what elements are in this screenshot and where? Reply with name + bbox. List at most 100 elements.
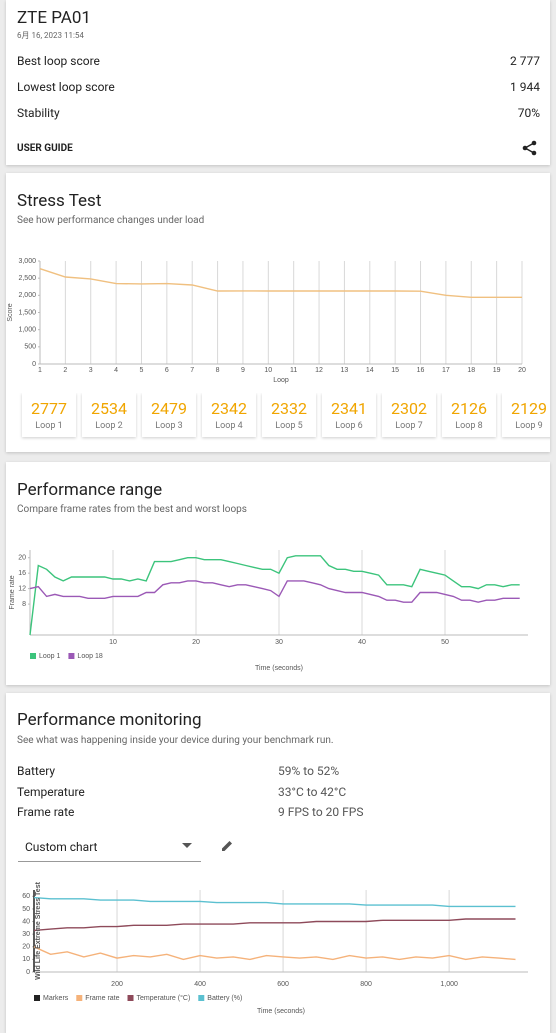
user-guide-link[interactable]: USER GUIDE: [17, 143, 73, 154]
series-line: [33, 946, 516, 961]
legend-swatch: [198, 995, 205, 1001]
loop-label: Loop 5: [275, 421, 303, 431]
loop-label: Loop 9: [515, 421, 543, 431]
x-tick-label: 600: [277, 981, 289, 988]
x-tick-label: 800: [360, 981, 372, 988]
loop-label: Loop 8: [455, 421, 483, 431]
loop-score: 2126: [451, 399, 487, 418]
loop-label: Loop 4: [215, 421, 243, 431]
loop-score: 2302: [391, 399, 427, 418]
date: 6月 16, 2023 11:54: [17, 31, 84, 40]
card-subtitle: See what was happening inside your devic…: [17, 735, 334, 746]
loop-label: Loop 3: [155, 421, 183, 431]
legend-label: Battery (%): [207, 995, 242, 1002]
legend-swatch: [30, 653, 36, 659]
y-tick-label: 20: [22, 944, 30, 951]
loop-tile[interactable]: 2342 Loop 4: [202, 393, 256, 437]
loop-score: 2332: [271, 399, 307, 418]
loop-label: Loop 2: [95, 421, 123, 431]
legend-swatch: [68, 653, 75, 659]
row-label: Temperature: [17, 785, 85, 799]
monitoring-card: Performance monitoring See what was happ…: [6, 693, 550, 1033]
x-axis-label: Loop: [273, 377, 289, 384]
row-label: Stability: [17, 106, 60, 120]
legend-label: Markers: [43, 995, 69, 1002]
x-tick-label: 15: [391, 367, 399, 374]
monitoring-chart: 0 10 20 30 40 50 60 200 400 600 800 1,000 Markers Fra…: [22, 881, 528, 1015]
loop-label: Loop 7: [395, 421, 423, 431]
loop-tile[interactable]: 2332 Loop 5: [262, 393, 316, 437]
loop-score: 2777: [31, 399, 67, 418]
legend-label: Frame rate: [85, 995, 119, 1002]
x-tick-label: 13: [341, 367, 349, 374]
row-value: 33°C to 42°C: [278, 785, 347, 799]
card-title: Performance range: [17, 480, 163, 500]
y-tick-label: 8: [22, 601, 26, 608]
range-chart: 8 12 16 20 10 20 30 40 50 Loop 1 Loop 18 Time (seco…: [9, 550, 528, 672]
legend-swatch: [34, 995, 40, 1001]
row-value: 9 FPS to 20 FPS: [278, 805, 364, 819]
legend-label: Loop 1: [39, 653, 61, 660]
edit-icon[interactable]: [220, 839, 234, 853]
loop-score: 2129: [511, 399, 547, 418]
x-tick-label: 3: [89, 367, 93, 374]
row-label: Lowest loop score: [17, 80, 115, 94]
loop-tile[interactable]: 2129 Loop 9: [502, 393, 550, 437]
y-tick-label: 1,000: [18, 327, 36, 334]
x-tick-label: 1: [38, 367, 42, 374]
x-tick-label: 12: [315, 367, 323, 374]
y-tick-label: 40: [22, 918, 30, 925]
row-label: Battery: [17, 764, 56, 778]
x-tick-label: 20: [518, 367, 526, 374]
x-tick-label: 10: [109, 639, 117, 646]
row-value: 1 944: [510, 80, 540, 94]
x-tick-label: 20: [192, 639, 200, 646]
x-tick-label: 16: [417, 367, 425, 374]
row-value: 70%: [517, 106, 540, 120]
y-tick-label: 2,500: [18, 275, 36, 282]
series-line: [39, 268, 522, 298]
x-tick-label: 200: [111, 981, 123, 988]
loop-score: 2341: [331, 399, 367, 418]
series-line: [29, 555, 520, 636]
x-tick-label: 1,000: [440, 981, 458, 988]
x-tick-label: 40: [358, 639, 366, 646]
legend-swatch: [127, 995, 134, 1001]
loop-score: 2534: [91, 399, 127, 418]
loop-tile[interactable]: 2777 Loop 1: [22, 393, 76, 437]
card-subtitle: Compare frame rates from the best and wo…: [17, 504, 247, 515]
loop-score: 2479: [151, 399, 187, 418]
x-tick-label: 30: [275, 639, 283, 646]
row-value: 59% to 52%: [278, 764, 340, 778]
x-axis-label: Time (seconds): [255, 665, 303, 672]
share-icon[interactable]: [522, 140, 538, 156]
x-tick-label: 4: [114, 367, 118, 374]
y-axis-label: Score: [7, 303, 14, 321]
loop-score: 2342: [211, 399, 247, 418]
dropdown-arrow: [182, 843, 192, 848]
loop-tile[interactable]: 2534 Loop 2: [82, 393, 136, 437]
y-tick-label: 30: [22, 931, 30, 938]
x-tick-label: 50: [441, 639, 449, 646]
dropdown[interactable]: Custom chart: [18, 831, 201, 862]
series-line: [29, 580, 520, 603]
y-tick-label: 1,500: [18, 309, 36, 316]
y-tick-label: 12: [18, 585, 26, 592]
x-tick-label: 5: [140, 367, 144, 374]
loop-tile[interactable]: 2302 Loop 7: [382, 393, 436, 437]
series-line: [33, 918, 516, 932]
loop-tile[interactable]: 2126 Loop 8: [442, 393, 496, 437]
x-tick-label: 10: [264, 367, 272, 374]
x-tick-label: 19: [493, 367, 501, 374]
x-tick-label: 9: [241, 367, 245, 374]
summary-card: ZTE PA01 6月 16, 2023 11:54 Best loop sco…: [6, 0, 550, 165]
y-axis-label: Wild Life Extreme Stress Test: [35, 881, 42, 980]
row-label: Best loop score: [17, 54, 100, 68]
x-tick-label: 18: [467, 367, 475, 374]
loop-tile[interactable]: 2479 Loop 3: [142, 393, 196, 437]
card-subtitle: See how performance changes under load: [17, 215, 205, 226]
y-axis-label: Frame rate: [9, 575, 16, 609]
loop-tile[interactable]: 2341 Loop 6: [322, 393, 376, 437]
